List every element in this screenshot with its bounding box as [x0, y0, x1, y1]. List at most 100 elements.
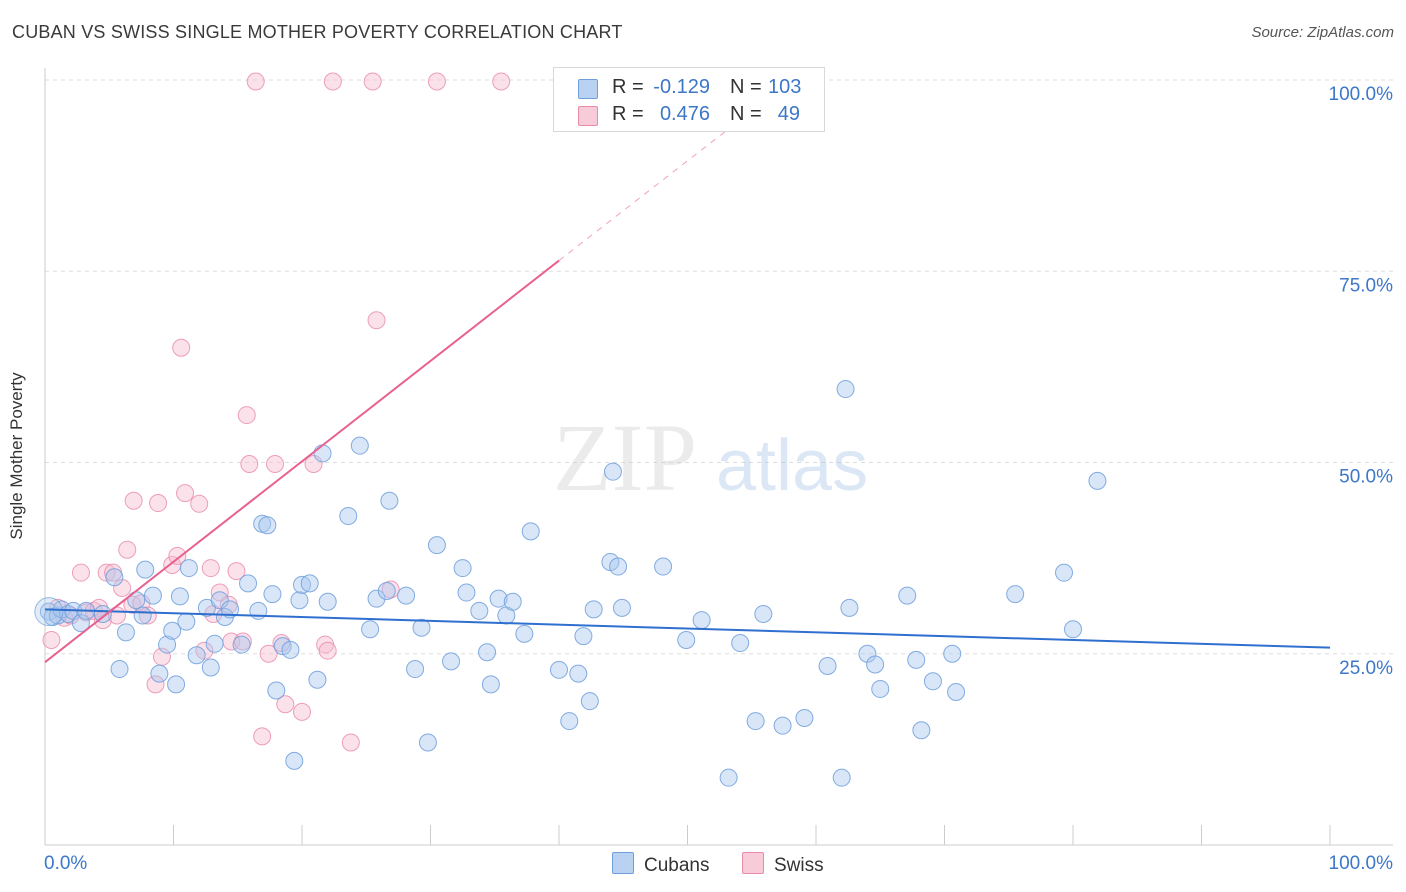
trendlines: [44, 125, 1331, 663]
cubans-point: [795, 709, 814, 728]
cubans-point: [569, 664, 588, 683]
swiss-point: [176, 484, 195, 503]
cubans-point: [871, 679, 890, 698]
cubans-point: [418, 733, 437, 752]
swiss-point: [118, 540, 137, 559]
swiss-points: [42, 72, 511, 752]
cubans-point: [210, 591, 229, 610]
axes: [44, 68, 1393, 846]
cubans-point: [300, 574, 319, 593]
bottom-legend-swatch-swiss: [742, 852, 764, 874]
y-tick-label: 25.0%: [1339, 658, 1393, 679]
swiss-point: [492, 72, 511, 91]
cubans-point: [550, 660, 568, 679]
cubans-point: [912, 721, 931, 740]
cubans-point: [133, 606, 152, 625]
cubans-point: [560, 712, 579, 731]
cubans-point: [521, 522, 540, 541]
swiss-point: [293, 702, 311, 721]
cubans-point: [609, 557, 628, 576]
cubans-point: [603, 462, 622, 481]
bottom-legend-swiss: Swiss: [742, 852, 824, 877]
cubans-point: [127, 591, 146, 610]
swiss-point: [367, 311, 386, 330]
legend-n-label: N =: [730, 103, 762, 125]
swiss-point: [427, 72, 446, 91]
swiss-point: [113, 578, 132, 597]
watermark-zip: ZIP: [553, 404, 697, 511]
cubans-point: [898, 586, 917, 605]
x-tick-label: 100.0%: [1329, 853, 1394, 874]
x-tick-label: 0.0%: [44, 853, 87, 874]
bottom-legend-swatch-cubans: [612, 852, 634, 874]
swiss-point: [266, 455, 285, 474]
cubans-point: [290, 591, 309, 610]
cubans-point: [377, 582, 396, 601]
swiss-point: [190, 494, 209, 513]
bottom-legend-cubans: Cubans: [612, 852, 710, 877]
legend-n-label: N =: [730, 76, 762, 98]
swiss-point: [259, 644, 278, 663]
cubans-point: [150, 664, 169, 683]
cubans-point: [818, 656, 837, 675]
cubans-point: [584, 600, 603, 619]
cubans-point: [187, 646, 206, 665]
cubans-point: [1088, 471, 1107, 490]
swiss-point: [363, 72, 382, 91]
cubans-point: [754, 604, 773, 623]
swiss-point: [227, 562, 246, 581]
tick-labels: 25.0% 50.0% 75.0% 100.0% 0.0% 100.0%: [44, 84, 1393, 874]
cubans-point: [258, 516, 277, 535]
cubans-point: [943, 644, 962, 663]
cubans-point: [773, 716, 792, 735]
cubans-point: [442, 652, 461, 671]
swiss-point: [210, 583, 229, 602]
cubans-point: [866, 655, 885, 674]
swiss-trendline: [44, 259, 560, 663]
cubans-point: [318, 592, 337, 611]
cubans-point: [412, 618, 431, 637]
cubans-point: [1064, 620, 1082, 639]
cubans-point: [163, 621, 182, 640]
swiss-point: [237, 406, 256, 425]
swiss-point: [138, 606, 157, 625]
swiss-point: [341, 733, 360, 752]
legend-r-label: R =: [612, 76, 644, 98]
cubans-point: [339, 507, 358, 526]
cubans-point: [1055, 563, 1074, 582]
swiss-point: [146, 675, 165, 694]
cubans-point: [1006, 585, 1025, 604]
cubans-point: [470, 601, 489, 620]
cubans-point-cluster: [34, 597, 64, 627]
cubans-point: [367, 589, 386, 608]
cubans-point: [503, 592, 522, 611]
cubans-point: [427, 536, 446, 555]
swiss-point: [318, 641, 337, 660]
swiss-trendline-extension: [558, 125, 733, 261]
y-tick-label: 50.0%: [1339, 467, 1393, 488]
cubans-point: [239, 574, 258, 593]
cubans-point: [263, 585, 282, 604]
cubans-point: [677, 630, 696, 649]
cubans-point: [281, 640, 300, 659]
cubans-point: [232, 635, 251, 654]
cubans-point: [170, 587, 189, 606]
swiss-point: [240, 455, 259, 474]
cubans-point: [201, 658, 220, 677]
cubans-point: [947, 683, 966, 701]
cubans-point: [267, 681, 286, 700]
y-tick-label: 100.0%: [1329, 84, 1394, 105]
cubans-point: [205, 634, 224, 653]
cubans-point: [907, 650, 926, 669]
legend: R = -0.129 N = 103 R = 0.476 N = 49: [553, 67, 825, 132]
legend-r-label: R =: [612, 103, 644, 125]
watermark: ZIP atlas: [553, 404, 868, 511]
cubans-point: [179, 559, 198, 578]
cubans-point: [136, 560, 155, 579]
cubans-point: [836, 380, 855, 399]
cubans-point: [719, 768, 738, 787]
swiss-point: [149, 494, 168, 513]
cubans-point: [457, 583, 476, 602]
swiss-point: [253, 727, 272, 746]
cubans-point: [453, 559, 472, 578]
